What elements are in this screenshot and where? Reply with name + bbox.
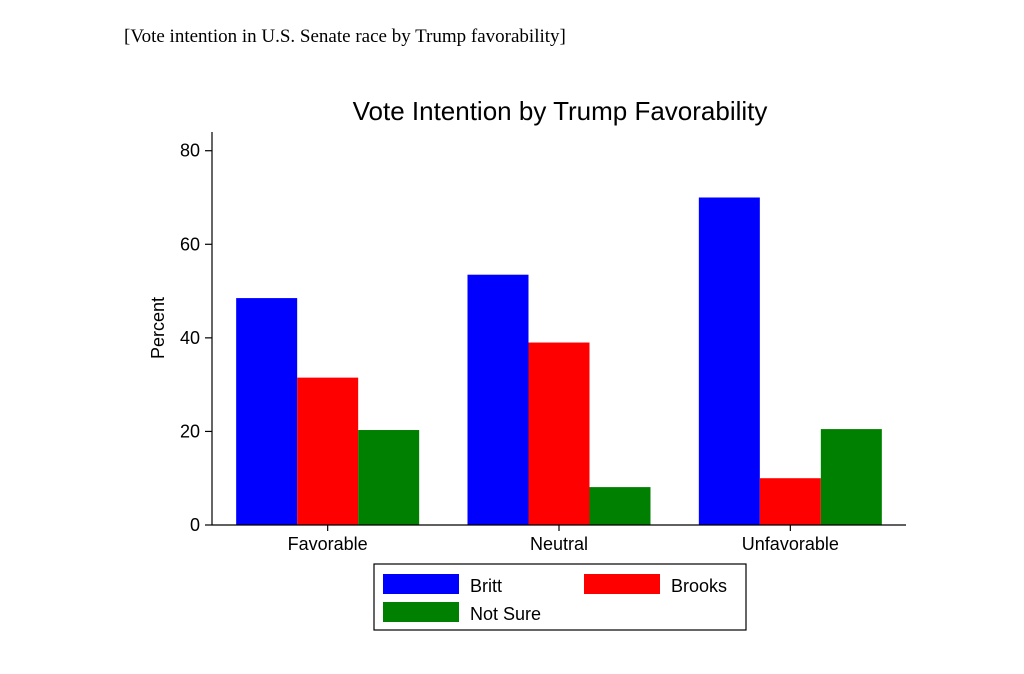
y-tick-label: 80 [180,141,200,161]
legend-label-britt: Britt [470,576,502,596]
y-tick-label: 60 [180,234,200,254]
legend: Britt Brooks Not Sure [373,563,747,631]
x-tick-label: Neutral [530,534,588,554]
bar-not-sure-unfavorable [820,429,882,525]
bars-group [236,197,882,525]
bar-not-sure-favorable [358,430,420,525]
legend-swatch-not-sure [383,602,459,622]
y-axis-label: Percent [148,297,168,359]
bar-britt-favorable [236,298,298,525]
y-tick-label: 40 [180,328,200,348]
x-tick-label: Unfavorable [742,534,839,554]
bar-britt-unfavorable [698,197,760,525]
legend-label-not-sure: Not Sure [470,604,541,624]
legend-swatch-britt [383,574,459,594]
bar-not-sure-neutral [589,487,651,525]
chart-title: Vote Intention by Trump Favorability [353,96,768,126]
legend-swatch-brooks [584,574,660,594]
y-tick-label: 0 [190,515,200,535]
figure-caption: [Vote intention in U.S. Senate race by T… [124,26,566,47]
axes-group: Favorable Neutral Unfavorable 0 20 40 60 80 [180,132,906,554]
bar-brooks-neutral [528,342,590,525]
bar-brooks-unfavorable [759,478,821,525]
bar-brooks-favorable [297,377,359,525]
legend-label-brooks: Brooks [671,576,727,596]
bar-britt-neutral [467,274,529,525]
x-tick-label: Favorable [288,534,368,554]
y-tick-label: 20 [180,421,200,441]
